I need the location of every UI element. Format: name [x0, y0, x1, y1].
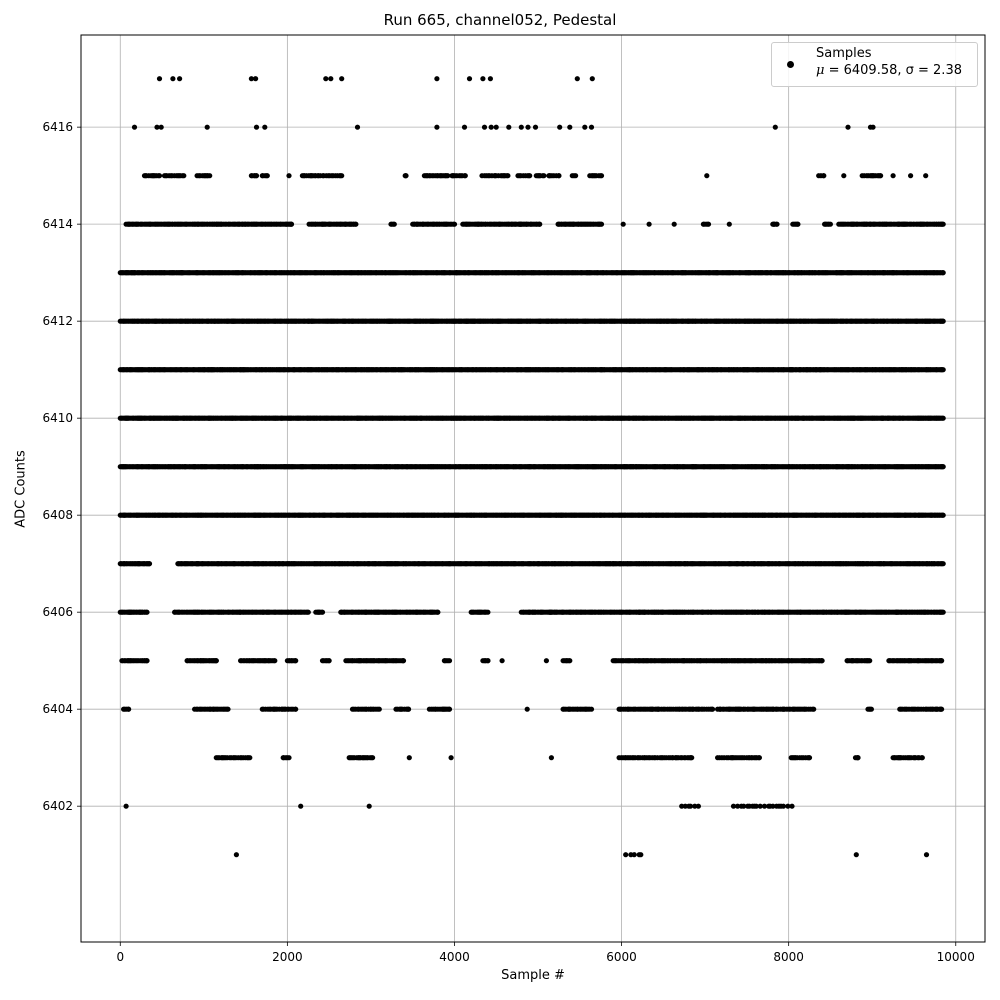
data-point	[298, 803, 304, 809]
data-point	[780, 803, 787, 809]
data-point	[735, 803, 741, 809]
data-point	[631, 852, 637, 858]
data-point	[293, 706, 299, 712]
data-point	[446, 658, 453, 664]
data-point	[123, 803, 129, 809]
data-point	[499, 658, 505, 664]
data-point	[939, 658, 945, 664]
data-point	[689, 755, 695, 761]
data-point	[730, 803, 737, 809]
data-point	[247, 755, 253, 761]
data-point	[567, 658, 573, 664]
data-point	[692, 803, 698, 809]
data-point	[687, 803, 694, 809]
data-point	[305, 609, 311, 615]
data-point	[485, 658, 491, 664]
data-point	[785, 803, 791, 809]
data-point	[548, 755, 555, 761]
data-point	[695, 803, 702, 809]
data-point	[919, 755, 925, 761]
data-point	[286, 755, 292, 761]
data-point	[446, 706, 453, 712]
data-point	[770, 803, 776, 809]
data-point	[400, 658, 407, 664]
data-point	[710, 706, 716, 712]
data-point	[855, 755, 861, 761]
data-point	[144, 609, 150, 615]
data-point	[293, 658, 299, 664]
data-point	[940, 609, 946, 615]
data-point	[406, 755, 412, 761]
data-point	[806, 755, 813, 761]
data-point	[741, 803, 747, 809]
data-point	[757, 803, 763, 809]
data-point	[853, 852, 859, 858]
data-points	[117, 76, 946, 858]
data-point	[940, 561, 946, 567]
data-point	[448, 755, 454, 761]
data-point	[638, 852, 644, 858]
data-point	[272, 658, 278, 664]
data-point	[213, 658, 219, 664]
data-point	[146, 561, 153, 567]
data-point	[940, 464, 946, 470]
data-point	[233, 852, 239, 858]
data-point	[623, 852, 629, 858]
data-point	[789, 803, 795, 809]
data-point	[679, 803, 685, 809]
data-point	[867, 658, 873, 664]
data-point	[753, 803, 759, 809]
data-point	[543, 658, 550, 664]
plot-background	[81, 35, 985, 942]
data-point	[761, 803, 768, 809]
data-point	[376, 706, 382, 712]
data-point	[319, 609, 326, 615]
data-point	[370, 755, 376, 761]
data-point	[811, 706, 817, 712]
data-point	[366, 803, 372, 809]
data-point	[126, 706, 132, 712]
data-point	[225, 706, 231, 712]
data-point	[326, 658, 332, 664]
data-point	[144, 658, 150, 664]
data-point	[405, 706, 412, 712]
data-point	[923, 852, 930, 858]
data-point	[524, 706, 530, 712]
data-point	[868, 706, 875, 712]
data-point	[588, 706, 595, 712]
data-point	[939, 706, 945, 712]
data-point	[819, 658, 825, 664]
data-point	[485, 609, 491, 615]
data-point	[756, 755, 763, 761]
data-point	[435, 609, 441, 615]
data-point	[940, 512, 946, 518]
